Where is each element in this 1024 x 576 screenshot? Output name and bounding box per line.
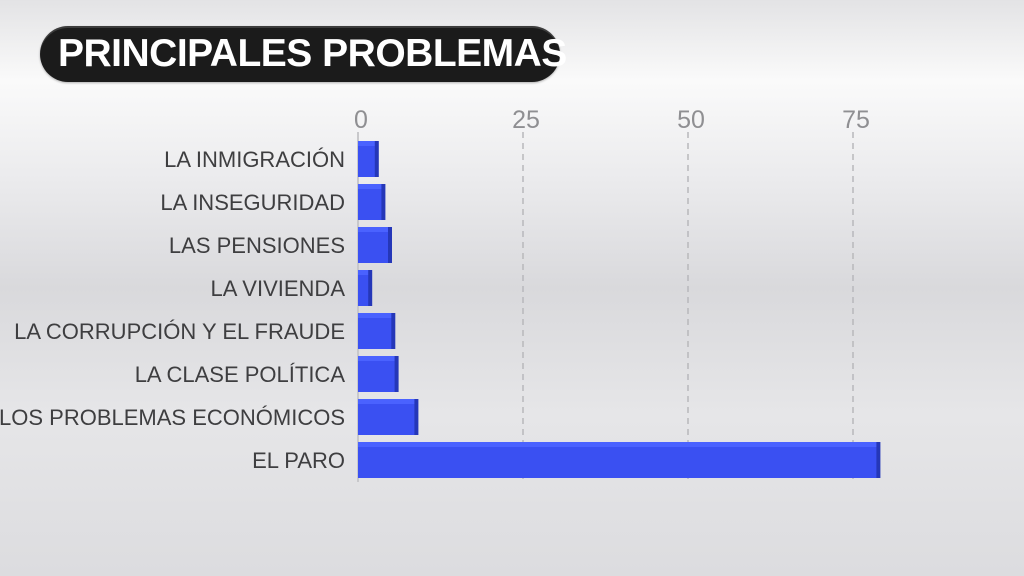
labels-layer: 0 25 50 75 LA INMIGRACIÓN LA INSEGURIDAD LAS P… bbox=[0, 106, 870, 473]
bar bbox=[358, 442, 881, 478]
x-tick-label: 75 bbox=[842, 106, 870, 134]
bar bbox=[358, 399, 419, 435]
bar bbox=[358, 270, 373, 306]
category-label: LA CORRUPCIÓN Y EL FRAUDE bbox=[14, 319, 345, 344]
bars-layer bbox=[358, 141, 881, 478]
category-label: EL PARO bbox=[252, 448, 345, 473]
bar bbox=[358, 356, 399, 392]
category-label: LAS PENSIONES bbox=[169, 233, 345, 258]
x-tick-label: 25 bbox=[512, 106, 540, 134]
chart-title: PRINCIPALES PROBLEMAS bbox=[58, 32, 567, 75]
grid-layer bbox=[357, 132, 854, 482]
category-label: LA INMIGRACIÓN bbox=[164, 147, 345, 172]
bar bbox=[358, 141, 379, 177]
x-tick-label: 0 bbox=[354, 106, 368, 134]
bar bbox=[358, 227, 392, 263]
category-label: LA CLASE POLÍTICA bbox=[135, 362, 346, 387]
x-tick-label: 50 bbox=[677, 106, 705, 134]
category-label: LOS PROBLEMAS ECONÓMICOS bbox=[0, 405, 345, 430]
title-pill bbox=[40, 26, 560, 82]
category-label: LA VIVIENDA bbox=[210, 276, 345, 301]
category-label: LA INSEGURIDAD bbox=[160, 190, 345, 215]
bar bbox=[358, 313, 396, 349]
bar bbox=[358, 184, 386, 220]
